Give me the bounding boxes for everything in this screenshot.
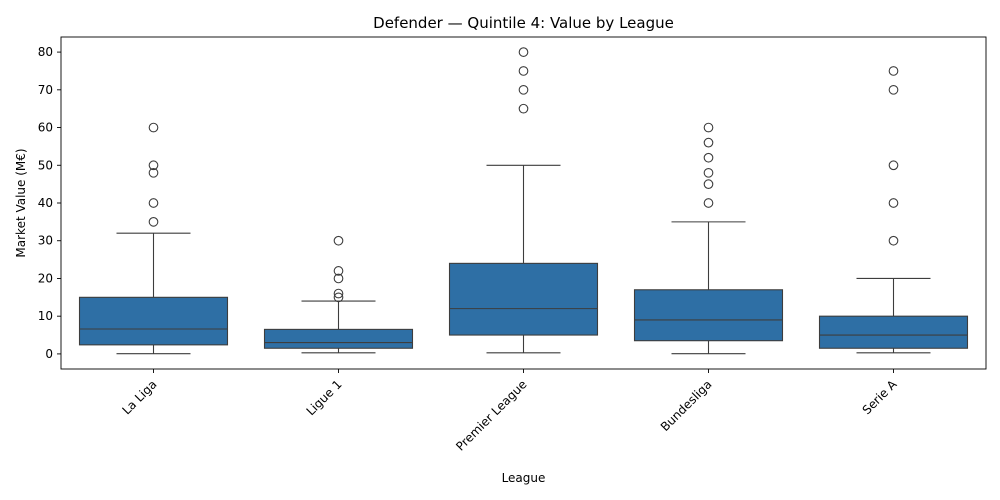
x-tick-label: Ligue 1 [304, 377, 345, 418]
outlier-point [703, 179, 714, 189]
outlier-point [518, 66, 529, 76]
box-ligue-1 [263, 235, 414, 354]
outlier-point [888, 160, 899, 171]
outlier-point [148, 160, 159, 171]
iqr-box [818, 315, 969, 349]
outlier-point [333, 235, 344, 246]
outlier-point [703, 198, 714, 208]
outlier-point [333, 273, 344, 284]
iqr-box [263, 328, 414, 349]
y-tick-label: 30 [38, 234, 53, 248]
y-axis-label: Market Value (M€) [14, 148, 28, 257]
y-tick-label: 10 [38, 309, 53, 323]
y-tick-label: 50 [38, 158, 53, 172]
box-serie-a [818, 66, 969, 354]
outlier-point [518, 103, 529, 114]
plot-area [78, 47, 969, 355]
outlier-point [518, 47, 529, 57]
box-premier-league [448, 47, 599, 354]
outlier-point [703, 137, 714, 148]
x-tick-label: Serie A [860, 377, 901, 418]
outlier-point [148, 198, 159, 208]
outlier-point [888, 198, 899, 208]
outlier-point [148, 122, 159, 133]
outlier-point [333, 288, 344, 299]
chart-title: Defender — Quintile 4: Value by League [373, 14, 674, 32]
outlier-point [888, 66, 899, 76]
iqr-box [448, 262, 599, 336]
y-tick-label: 60 [38, 121, 53, 135]
outlier-point [888, 84, 899, 95]
iqr-box [633, 289, 784, 342]
y-tick-label: 70 [38, 83, 53, 97]
x-axis-ticks: La Liga Ligue 1 Premier League Bundesliga Se… [119, 369, 900, 454]
outlier-point [703, 167, 714, 178]
x-tick-label: Premier League [453, 377, 529, 453]
x-axis-label: League [502, 471, 546, 485]
x-tick-label: Bundesliga [658, 377, 715, 434]
box-bundesliga [633, 122, 784, 355]
outlier-point [888, 235, 899, 246]
y-tick-label: 20 [38, 271, 53, 285]
outlier-point [703, 122, 714, 133]
y-tick-label: 0 [45, 347, 53, 361]
x-tick-label: La Liga [119, 377, 159, 417]
outlier-point [518, 84, 529, 95]
outlier-point [703, 152, 714, 163]
outlier-point [333, 292, 344, 303]
iqr-box [78, 296, 229, 346]
y-tick-label: 80 [38, 45, 53, 59]
y-axis-ticks: 0 10 20 30 40 50 60 70 80 [38, 45, 61, 361]
y-tick-label: 40 [38, 196, 53, 210]
outlier-point [333, 266, 344, 276]
box-la-liga [78, 122, 229, 355]
outlier-point [148, 217, 159, 227]
outlier-point [148, 167, 159, 178]
